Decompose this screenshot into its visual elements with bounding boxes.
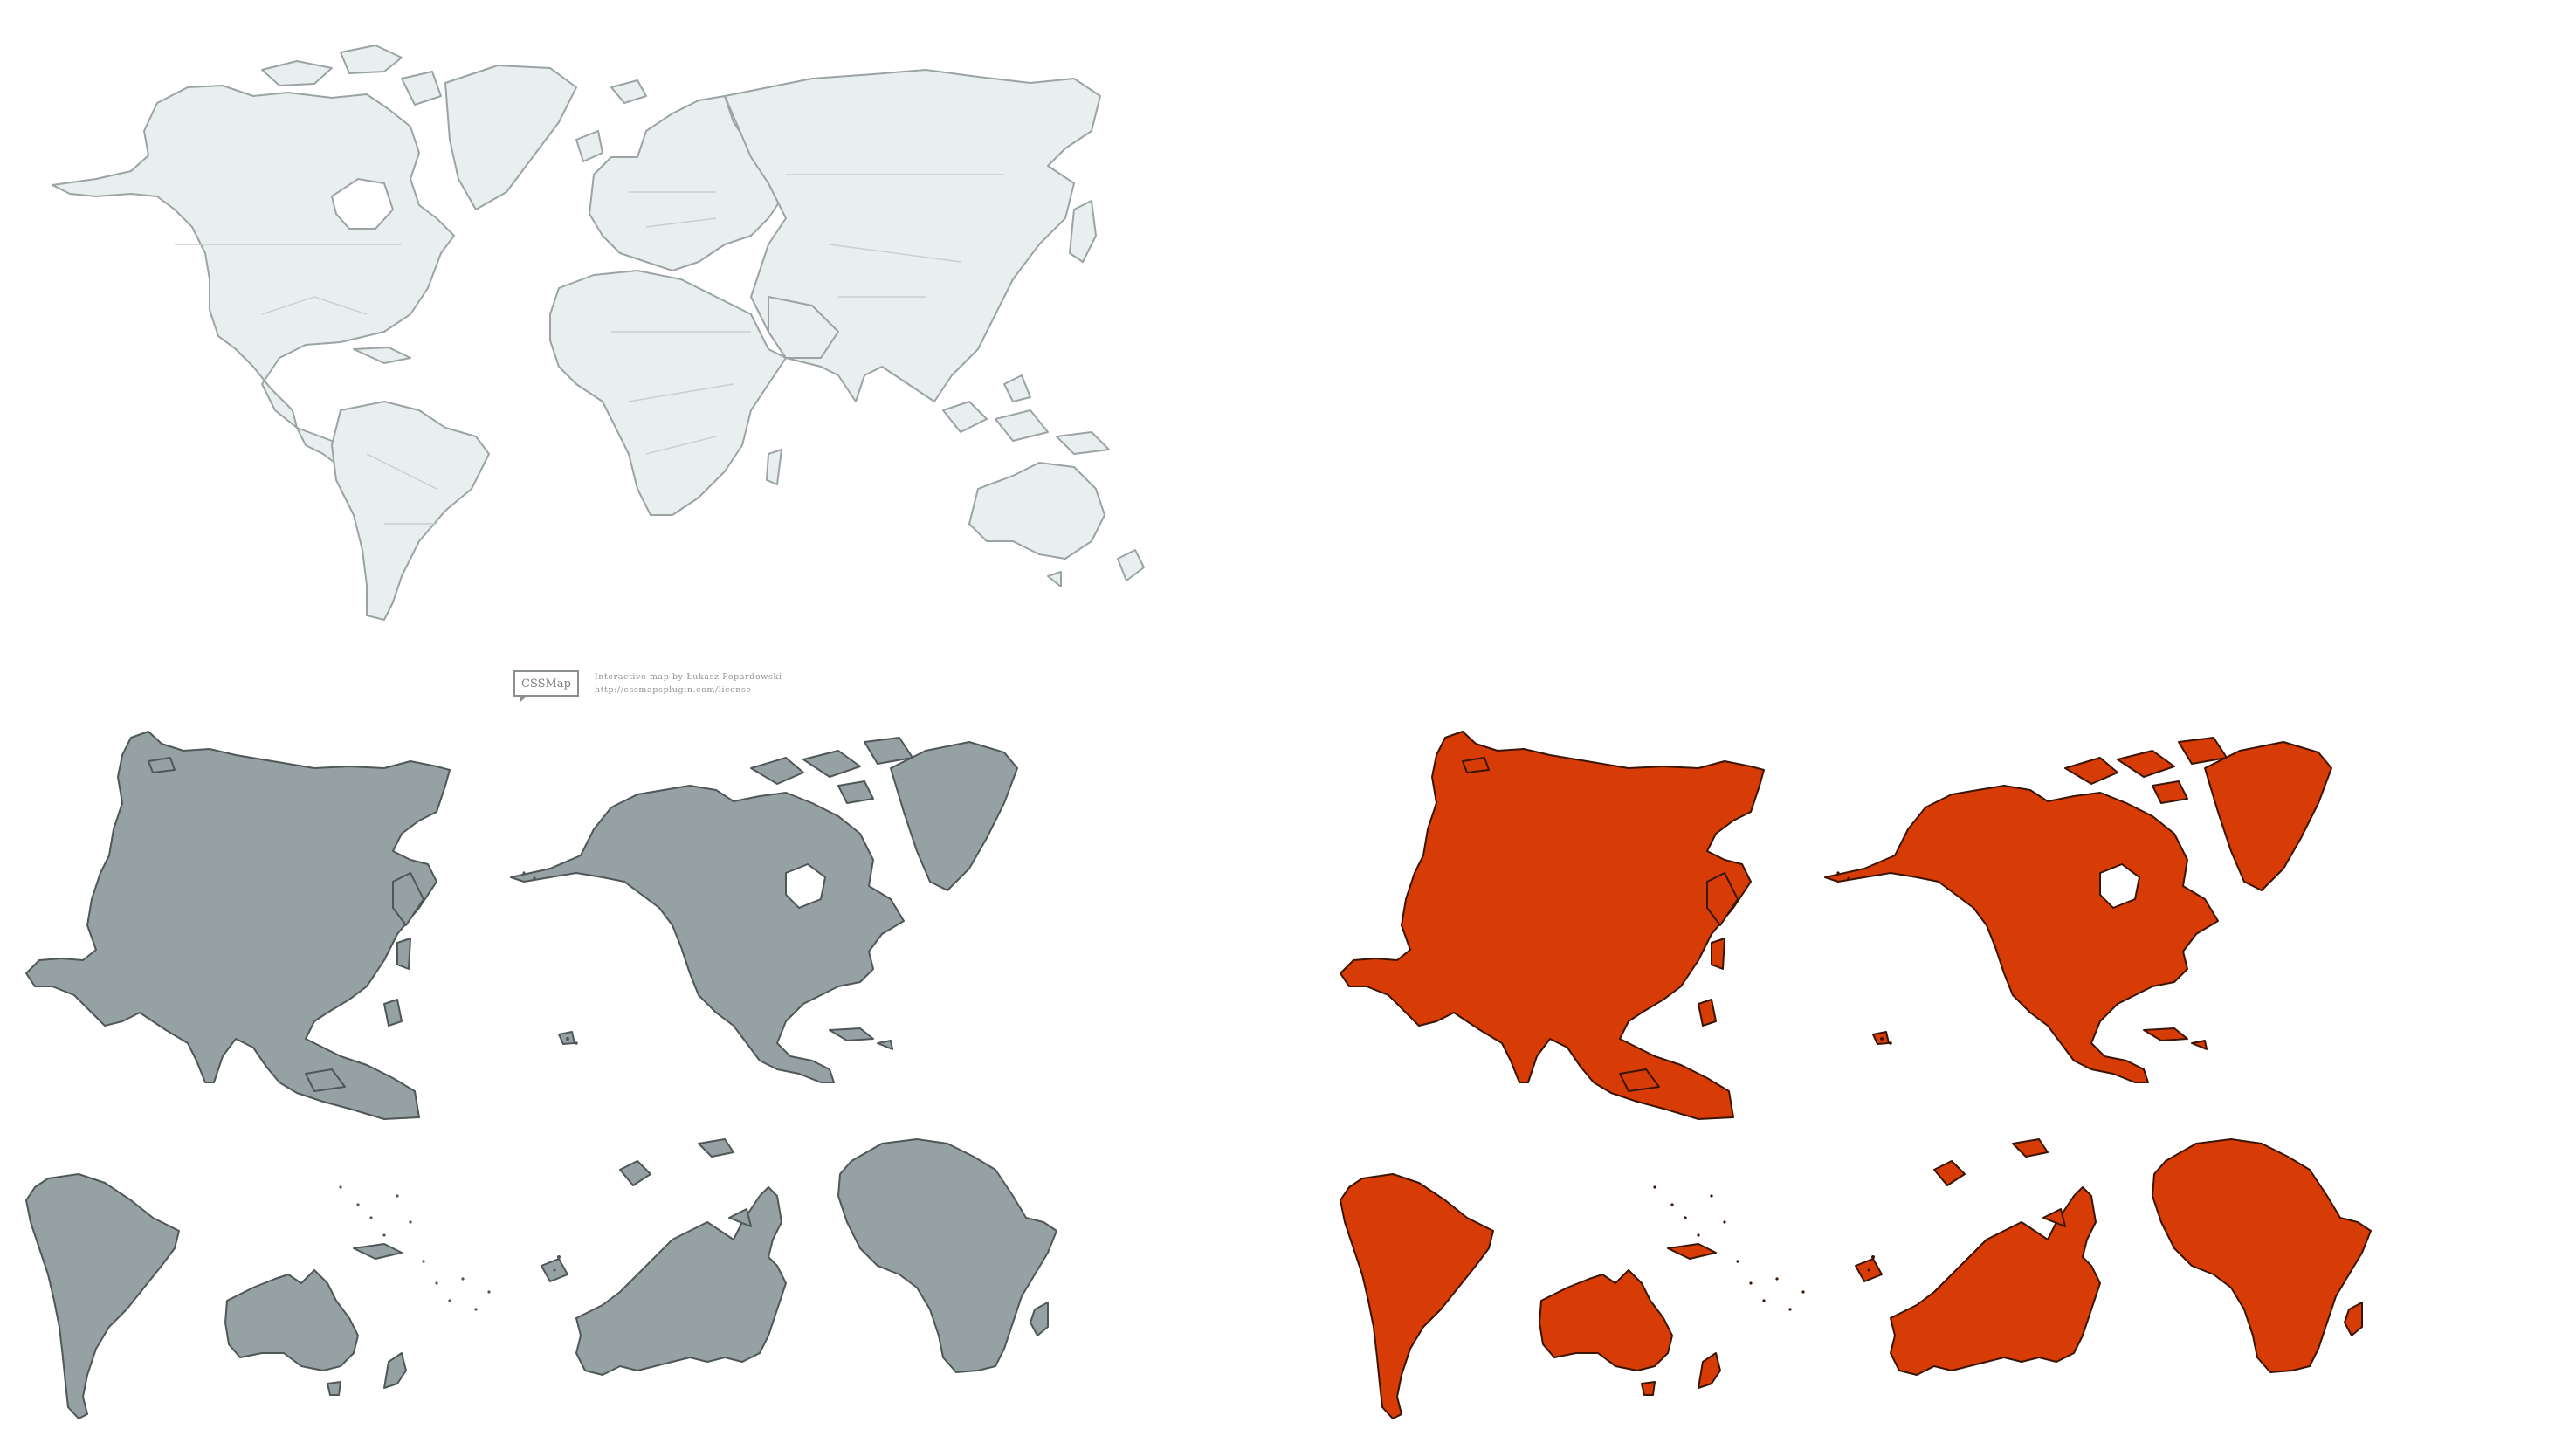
- orange-south-america[interactable]: [1340, 1173, 1494, 1419]
- world-north-america[interactable]: [52, 85, 455, 429]
- orange-asia[interactable]: [1340, 731, 1765, 1120]
- gray-europe[interactable]: [575, 1186, 787, 1376]
- gray-asia[interactable]: [25, 731, 451, 1120]
- world-australia[interactable]: [968, 462, 1105, 560]
- cssmap-logo[interactable]: CSSMap: [513, 670, 579, 702]
- credit-author: Interactive map by Łukasz Popardowski: [594, 672, 782, 682]
- orange-europe[interactable]: [1890, 1186, 2101, 1376]
- orange-north-america[interactable]: [1824, 785, 2219, 1083]
- world-greenland[interactable]: [444, 65, 577, 210]
- cssmap-logo-text: CSSMap: [521, 677, 571, 690]
- gray-north-america[interactable]: [510, 785, 905, 1083]
- map-credit: CSSMap Interactive map by Łukasz Popardo…: [513, 669, 782, 702]
- credit-text: Interactive map by Łukasz Popardowski ht…: [595, 672, 782, 695]
- gray-greenland[interactable]: [890, 741, 1018, 891]
- orange-greenland[interactable]: [2204, 741, 2332, 891]
- credit-license[interactable]: http://cssmapsplugin.com/license: [594, 685, 752, 695]
- orange-australia[interactable]: [1539, 1269, 1673, 1371]
- orange-africa[interactable]: [2152, 1138, 2372, 1373]
- gray-australia[interactable]: [224, 1269, 359, 1371]
- gray-africa[interactable]: [837, 1138, 1057, 1373]
- gray-south-america[interactable]: [25, 1173, 180, 1419]
